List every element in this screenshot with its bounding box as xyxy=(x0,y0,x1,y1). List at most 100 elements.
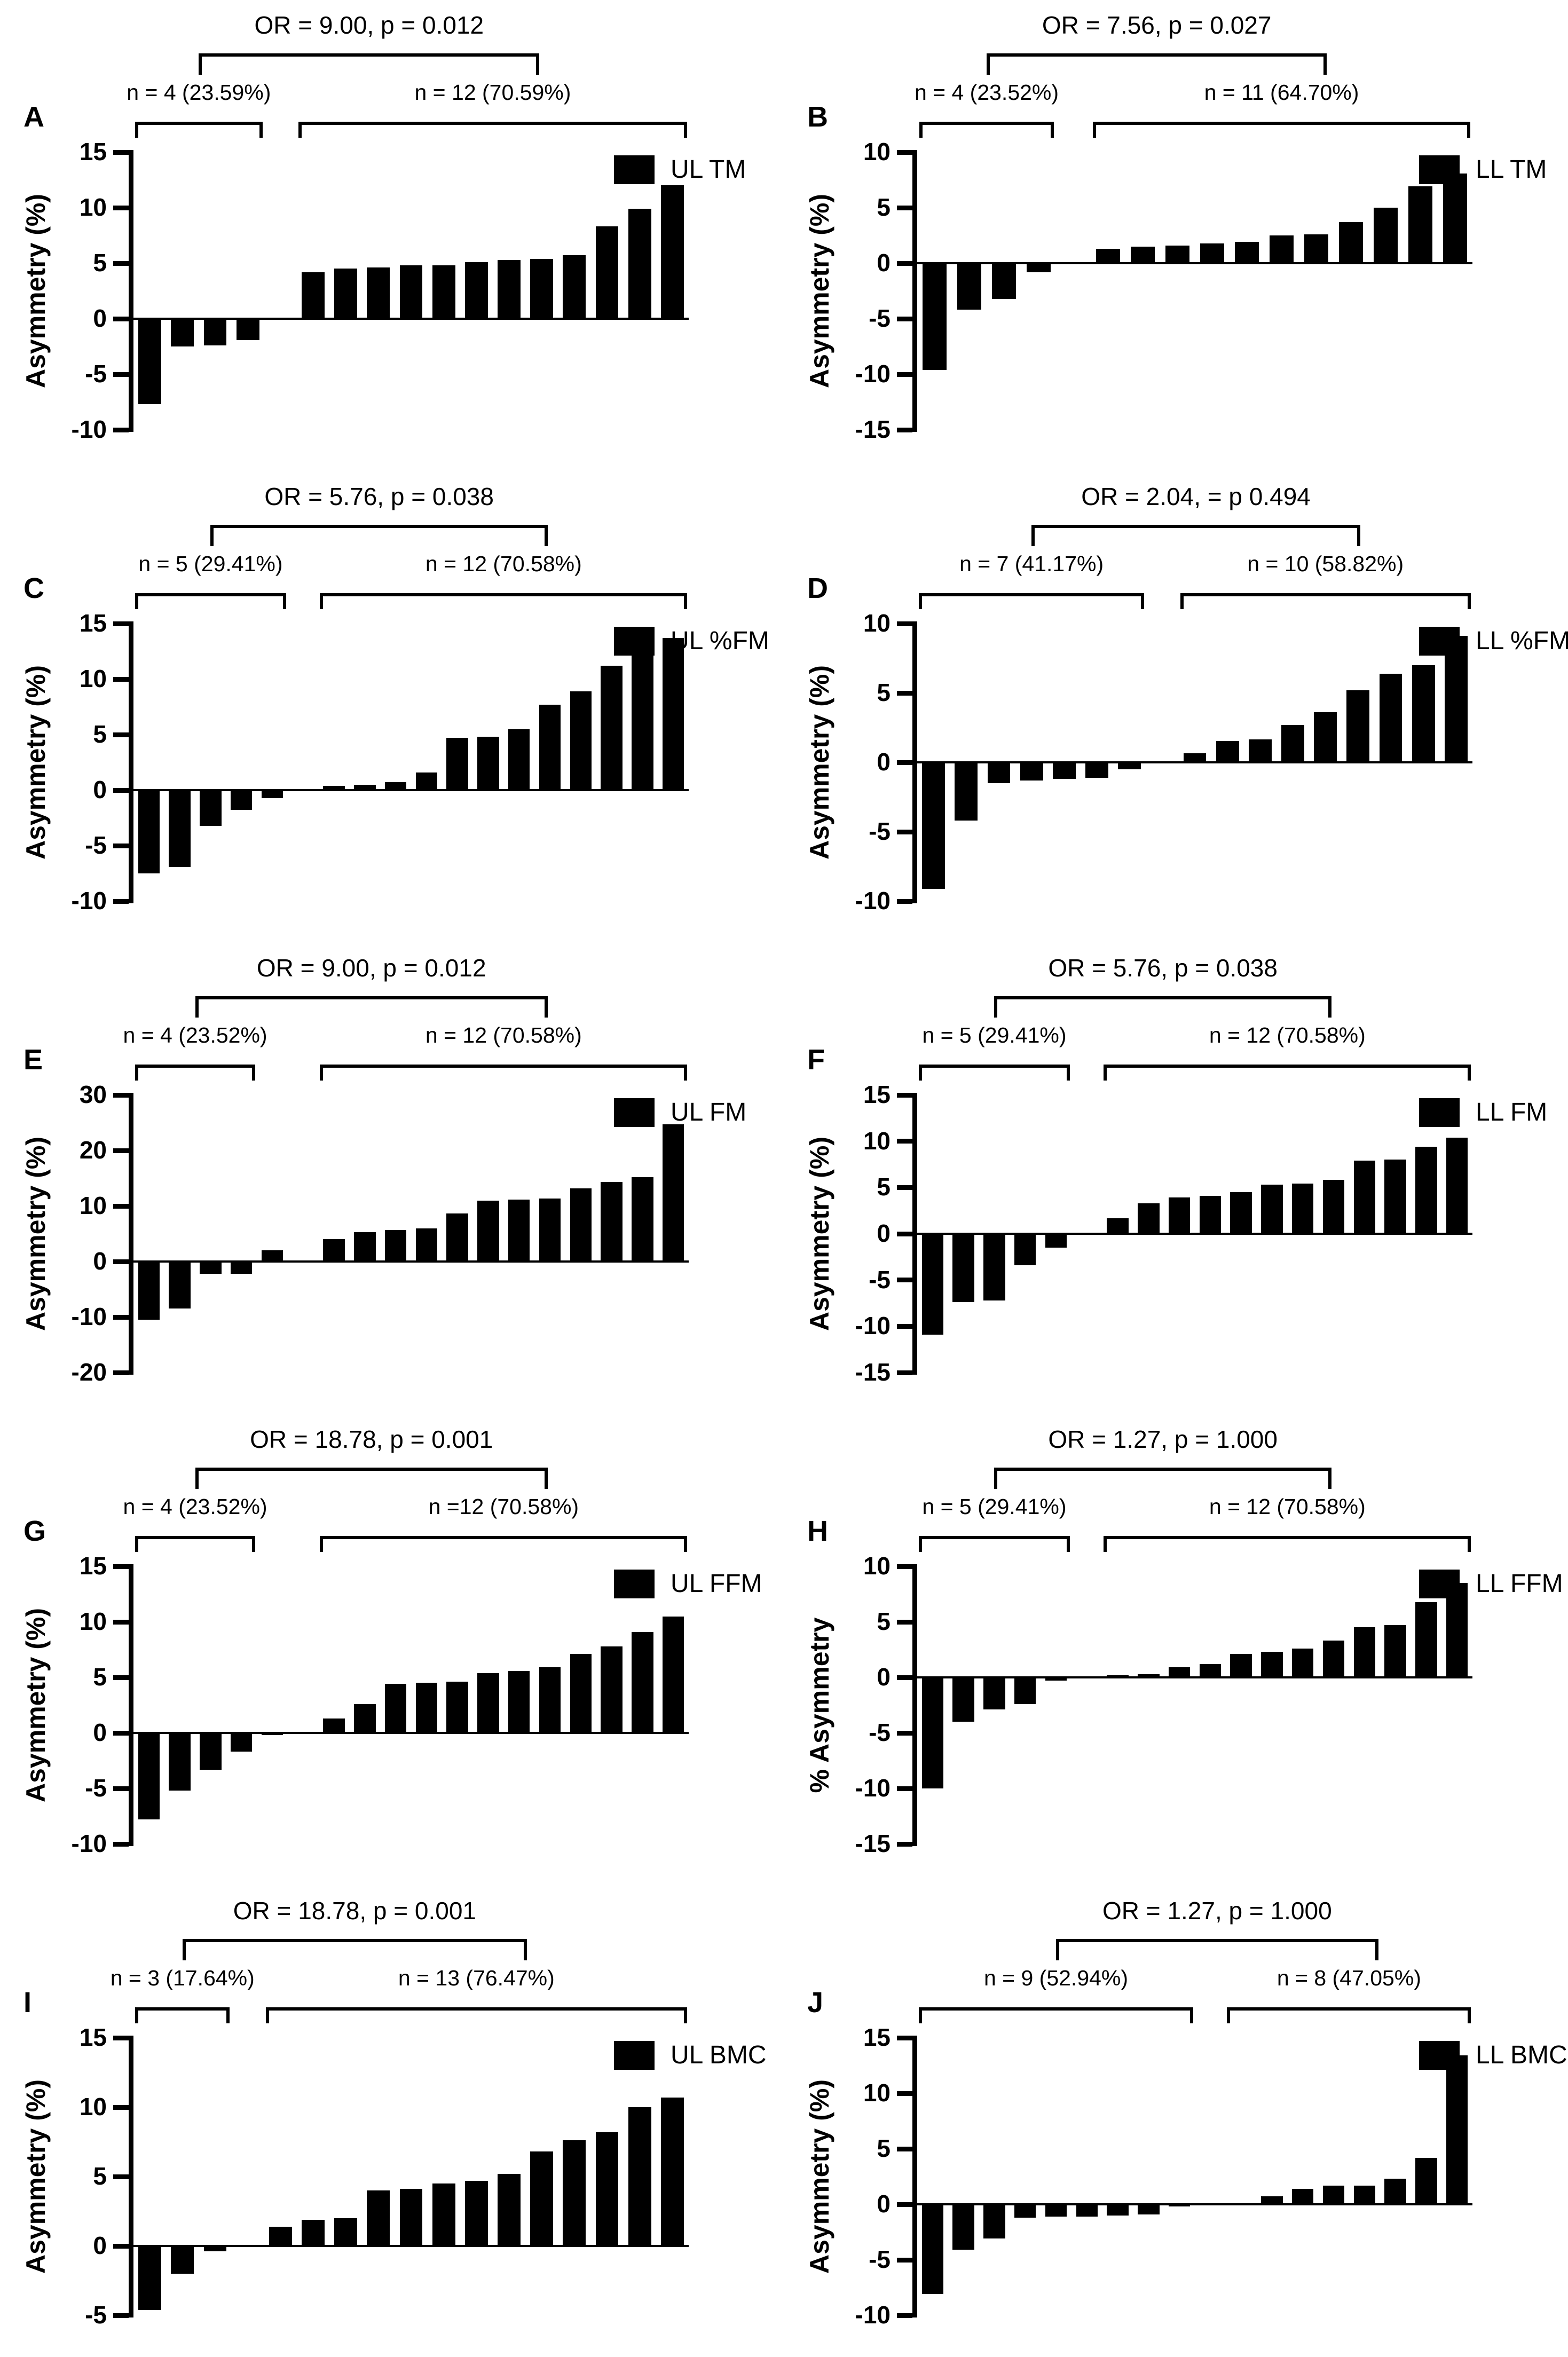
y-axis-tick xyxy=(113,1092,129,1098)
y-axis-tick xyxy=(897,1185,912,1190)
asymmetry-bar xyxy=(138,1262,160,1320)
y-axis-tick-label: 0 xyxy=(877,249,891,277)
group1-bracket-end xyxy=(1067,1536,1070,1552)
asymmetry-bar xyxy=(323,1239,345,1262)
group2-bracket xyxy=(1180,593,1471,596)
y-axis-tick-label: 10 xyxy=(863,1126,891,1155)
asymmetry-bar xyxy=(1261,1652,1283,1677)
asymmetry-bar xyxy=(1130,246,1155,263)
y-axis-tick-label: 10 xyxy=(863,609,891,637)
asymmetry-bar xyxy=(169,1262,191,1309)
asymmetry-bar xyxy=(1085,762,1108,778)
group1-bracket-end xyxy=(1190,2007,1194,2023)
y-axis-line xyxy=(912,2036,917,2317)
group2-bracket-end xyxy=(684,1536,688,1552)
asymmetry-bar xyxy=(203,2246,227,2252)
group1-bracket xyxy=(135,1065,256,1068)
zero-baseline xyxy=(917,1676,1472,1678)
y-axis-tick-label: -5 xyxy=(85,2301,107,2329)
group1-bracket-end xyxy=(259,122,263,138)
asymmetry-bar xyxy=(1353,1161,1375,1234)
asymmetry-bar xyxy=(1199,1664,1222,1677)
y-axis-title: Asymmetry (%) xyxy=(805,2079,834,2274)
y-axis-tick xyxy=(113,1841,129,1847)
group2-n-label: n = 12 (70.58%) xyxy=(425,551,582,576)
or-comparison-bracket-end xyxy=(1328,996,1331,1018)
asymmetry-bar xyxy=(498,2173,521,2246)
or-stat-label: OR = 9.00, p = 0.012 xyxy=(254,11,484,39)
legend-swatch-icon xyxy=(614,1569,655,1598)
group1-n-label: n = 5 (29.41%) xyxy=(922,1023,1067,1047)
legend-label: UL FFM xyxy=(671,1570,762,1598)
asymmetry-bar xyxy=(200,790,222,826)
y-axis-tick-label: 10 xyxy=(863,1552,891,1580)
asymmetry-bar xyxy=(628,2107,651,2246)
asymmetry-bar xyxy=(1446,2055,1468,2204)
y-axis-tick xyxy=(897,372,912,377)
asymmetry-bar xyxy=(231,1733,253,1752)
y-axis-tick-label: 0 xyxy=(93,1247,107,1275)
or-stat-label: OR = 2.04, = p 0.494 xyxy=(1081,483,1311,510)
y-axis-tick-label: 0 xyxy=(877,748,891,776)
legend: UL BMC xyxy=(614,2040,767,2070)
y-axis-tick xyxy=(113,787,129,793)
group1-bracket-end xyxy=(918,1065,922,1081)
or-comparison-bracket-end xyxy=(994,996,998,1018)
asymmetry-bar xyxy=(1230,1654,1252,1677)
legend-swatch-icon xyxy=(1419,1098,1460,1127)
asymmetry-bar xyxy=(1346,690,1370,762)
y-axis-tick xyxy=(897,760,912,765)
y-axis-tick-label: -10 xyxy=(855,1312,891,1340)
asymmetry-bar xyxy=(1168,1197,1191,1234)
asymmetry-bar xyxy=(384,1684,407,1733)
or-comparison-bracket-end xyxy=(544,1468,548,1489)
group2-bracket-end xyxy=(320,593,324,609)
or-stat-label: OR = 18.78, p = 0.001 xyxy=(233,1897,476,1925)
asymmetry-bar xyxy=(1045,1677,1067,1681)
asymmetry-bar xyxy=(1234,242,1259,263)
asymmetry-bar xyxy=(477,1200,499,1262)
or-comparison-bracket-end xyxy=(195,996,199,1018)
y-axis-tick-label: 30 xyxy=(79,1081,107,1108)
y-axis-tick-label: 5 xyxy=(877,679,891,706)
y-axis-tick xyxy=(897,2313,912,2318)
y-axis-tick-label: 0 xyxy=(93,1719,107,1746)
y-axis-line xyxy=(912,621,917,903)
y-axis-line xyxy=(129,2036,133,2317)
legend-swatch-icon xyxy=(614,2040,655,2070)
asymmetry-bar xyxy=(1446,1583,1468,1677)
y-axis-tick xyxy=(897,1323,912,1329)
asymmetry-bar xyxy=(1338,222,1364,263)
y-axis-tick-label: 5 xyxy=(877,2134,891,2162)
asymmetry-bar xyxy=(415,1228,438,1262)
group1-bracket xyxy=(135,2007,230,2011)
asymmetry-bar xyxy=(464,2180,488,2246)
or-comparison-bracket-end xyxy=(536,53,540,75)
asymmetry-bar xyxy=(1322,1641,1345,1677)
legend-label: UL %FM xyxy=(671,627,769,655)
group2-n-label: n =12 (70.58%) xyxy=(428,1494,579,1519)
asymmetry-bar xyxy=(632,1177,653,1262)
y-axis-tick xyxy=(113,676,129,682)
asymmetry-bar xyxy=(1415,2157,1437,2204)
or-comparison-bracket-end xyxy=(1323,53,1327,75)
y-axis-tick-label: -10 xyxy=(71,1830,107,1857)
or-comparison-bracket-end xyxy=(524,1939,527,1960)
y-axis-line xyxy=(912,150,917,432)
y-axis-tick-label: 10 xyxy=(79,665,107,692)
group2-bracket-end xyxy=(1104,1065,1107,1081)
or-comparison-bracket-end xyxy=(1375,1939,1378,1960)
group2-bracket-end xyxy=(320,1536,324,1552)
y-axis-line xyxy=(129,621,133,903)
group1-bracket-end xyxy=(135,122,139,138)
y-axis-tick xyxy=(113,427,129,432)
asymmetry-bar xyxy=(1292,1648,1314,1677)
asymmetry-bar xyxy=(1020,762,1043,781)
y-axis-tick xyxy=(113,1203,129,1209)
bar-plot: 15 10 5 0 -5 -10 xyxy=(72,1554,689,1856)
y-axis-tick-label: 0 xyxy=(93,304,107,332)
asymmetry-bar xyxy=(367,2190,390,2246)
y-axis-title: Asymmetry (%) xyxy=(21,1608,51,1803)
asymmetry-bar xyxy=(1230,1192,1252,1234)
panel-letter: G xyxy=(23,1515,46,1547)
